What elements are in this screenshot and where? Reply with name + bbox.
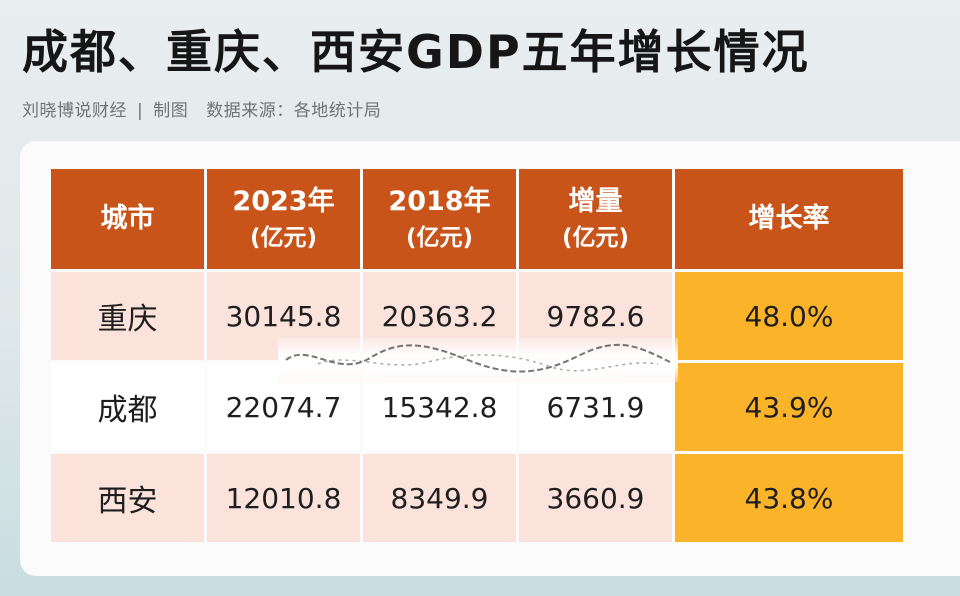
header-2018: 2018年 (亿元) bbox=[363, 169, 516, 269]
cell-rate: 43.9% bbox=[675, 363, 903, 451]
header-2018-unit: (亿元) bbox=[405, 225, 474, 251]
cell-gdp2018: 8349.9 bbox=[363, 454, 516, 542]
made-label: 制图 bbox=[153, 101, 189, 121]
cell-city: 成都 bbox=[51, 363, 204, 451]
header-city: 城市 bbox=[51, 169, 204, 269]
card-edge bbox=[940, 141, 960, 576]
subtitle: 刘晓博说财经 | 制图 数据来源：各地统计局 bbox=[22, 96, 381, 121]
header-2023: 2023年 (亿元) bbox=[207, 169, 360, 269]
subtitle-separator: | bbox=[137, 101, 144, 121]
cell-gdp2023: 12010.8 bbox=[207, 454, 360, 542]
source-label: 数据来源：各地统计局 bbox=[206, 101, 382, 121]
header-2023-unit: (亿元) bbox=[249, 225, 318, 251]
table-row-xian: 西安 12010.8 8349.9 3660.9 43.8% bbox=[51, 454, 903, 542]
scribble-artifact-svg bbox=[285, 343, 671, 373]
scribble-artifact bbox=[278, 338, 678, 382]
author-label: 刘晓博说财经 bbox=[22, 101, 127, 121]
header-increase: 增量 (亿元) bbox=[519, 169, 672, 269]
cell-rate: 48.0% bbox=[675, 272, 903, 360]
header-rate: 增长率 bbox=[675, 169, 903, 269]
cell-city: 西安 bbox=[51, 454, 204, 542]
cell-increase: 3660.9 bbox=[519, 454, 672, 542]
gdp-table: 城市 2023年 (亿元) 2018年 (亿元) 增量 (亿元) 增长率 重庆 301… bbox=[48, 166, 906, 545]
table-row-chongqing: 重庆 30145.8 20363.2 9782.6 48.0% bbox=[51, 272, 903, 360]
page-title: 成都、重庆、西安GDP五年增长情况 bbox=[22, 25, 810, 79]
table-header-row: 城市 2023年 (亿元) 2018年 (亿元) 增量 (亿元) 增长率 bbox=[51, 169, 903, 269]
cell-city: 重庆 bbox=[51, 272, 204, 360]
header-increase-unit: (亿元) bbox=[561, 225, 630, 251]
cell-rate: 43.8% bbox=[675, 454, 903, 542]
